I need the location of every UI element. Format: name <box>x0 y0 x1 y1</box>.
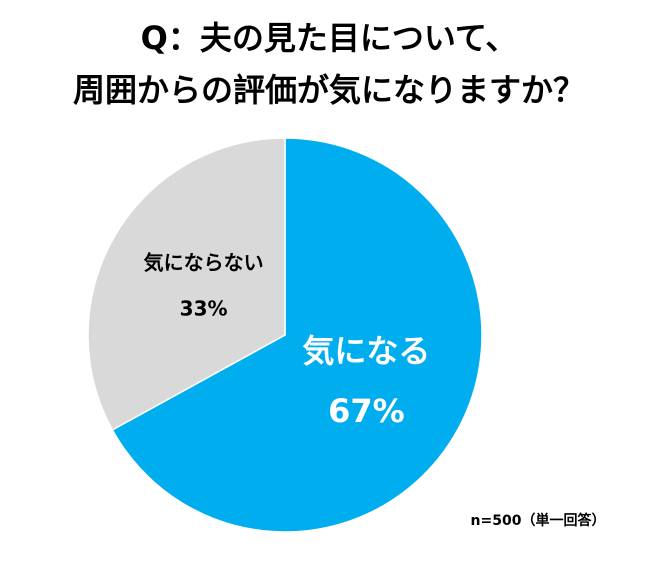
pie-slice <box>111 137 483 533</box>
chart-title: Q：夫の見た目について、 <box>141 19 518 57</box>
note: n=500（単一回答） <box>471 512 606 529</box>
pie-slice <box>87 137 286 431</box>
value-label: 67% <box>328 392 405 430</box>
slice-label: 気にならない <box>144 250 264 274</box>
slice-label: 気になる <box>302 332 430 370</box>
value-label: 33% <box>180 296 228 320</box>
chart-title: 周囲からの評価が気になりますか？ <box>73 71 585 109</box>
